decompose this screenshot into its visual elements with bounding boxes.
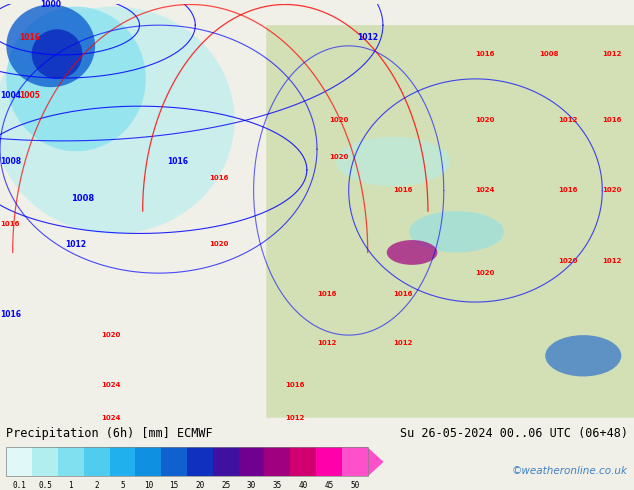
Text: 1020: 1020 xyxy=(602,188,622,194)
Bar xyxy=(342,447,368,476)
Ellipse shape xyxy=(6,6,146,151)
Bar xyxy=(84,447,110,476)
Bar xyxy=(161,447,187,476)
Ellipse shape xyxy=(545,335,621,376)
Text: 2: 2 xyxy=(94,481,99,490)
Ellipse shape xyxy=(336,137,450,186)
Text: 1016: 1016 xyxy=(0,220,20,226)
Bar xyxy=(110,447,136,476)
Text: 1020: 1020 xyxy=(330,154,349,160)
Bar xyxy=(316,447,342,476)
Text: 1016: 1016 xyxy=(19,33,40,42)
Text: 15: 15 xyxy=(169,481,179,490)
Text: 45: 45 xyxy=(325,481,333,490)
Text: 1020: 1020 xyxy=(209,241,229,247)
Text: 1016: 1016 xyxy=(393,188,413,194)
Bar xyxy=(6,447,368,476)
Text: 1012: 1012 xyxy=(558,117,578,123)
Text: 1020: 1020 xyxy=(476,270,495,276)
Bar xyxy=(32,447,58,476)
Text: 1016: 1016 xyxy=(167,157,188,166)
Bar xyxy=(58,447,84,476)
Text: 1020: 1020 xyxy=(101,332,121,338)
Text: ©weatheronline.co.uk: ©weatheronline.co.uk xyxy=(512,466,628,476)
Text: 1000: 1000 xyxy=(40,0,61,9)
Text: 1012: 1012 xyxy=(317,341,337,346)
Ellipse shape xyxy=(387,240,437,265)
Text: 1012: 1012 xyxy=(393,341,413,346)
Text: 1016: 1016 xyxy=(317,291,337,297)
Ellipse shape xyxy=(409,211,504,252)
Bar xyxy=(136,447,161,476)
Text: 1012: 1012 xyxy=(602,51,622,57)
Text: 40: 40 xyxy=(299,481,308,490)
Text: 30: 30 xyxy=(247,481,256,490)
Ellipse shape xyxy=(0,6,235,234)
Text: 1024: 1024 xyxy=(101,415,121,421)
FancyBboxPatch shape xyxy=(266,25,634,418)
Text: 0.5: 0.5 xyxy=(38,481,52,490)
Text: 1020: 1020 xyxy=(476,117,495,123)
Text: 1016: 1016 xyxy=(558,188,578,194)
Text: 1008: 1008 xyxy=(71,194,94,203)
Bar xyxy=(238,447,264,476)
Text: 25: 25 xyxy=(221,481,230,490)
Ellipse shape xyxy=(32,29,82,79)
Bar xyxy=(187,447,213,476)
Polygon shape xyxy=(368,447,384,476)
Text: 1016: 1016 xyxy=(476,51,495,57)
Text: 1016: 1016 xyxy=(393,291,413,297)
Text: Precipitation (6h) [mm] ECMWF: Precipitation (6h) [mm] ECMWF xyxy=(6,427,213,440)
Text: 1008: 1008 xyxy=(539,51,559,57)
Text: 1012: 1012 xyxy=(65,240,87,249)
Text: 10: 10 xyxy=(144,481,153,490)
Bar xyxy=(264,447,290,476)
Text: 1024: 1024 xyxy=(101,382,121,388)
Bar xyxy=(6,447,32,476)
Text: 0.1: 0.1 xyxy=(12,481,26,490)
Text: 35: 35 xyxy=(273,481,282,490)
Bar xyxy=(290,447,316,476)
Text: 1012: 1012 xyxy=(357,33,378,42)
Text: 1020: 1020 xyxy=(558,258,578,264)
Text: 1005: 1005 xyxy=(19,91,40,100)
Text: 1016: 1016 xyxy=(602,117,622,123)
Text: 1004: 1004 xyxy=(0,91,21,100)
Text: 1016: 1016 xyxy=(0,310,21,319)
Text: 20: 20 xyxy=(195,481,205,490)
Text: 1: 1 xyxy=(68,481,73,490)
Bar xyxy=(213,447,238,476)
Text: 1012: 1012 xyxy=(602,258,622,264)
Text: 1008: 1008 xyxy=(0,157,21,166)
Text: Su 26-05-2024 00..06 UTC (06+48): Su 26-05-2024 00..06 UTC (06+48) xyxy=(399,427,628,440)
Text: 1016: 1016 xyxy=(209,175,229,181)
Text: 1024: 1024 xyxy=(476,188,495,194)
Text: 5: 5 xyxy=(120,481,125,490)
Text: 1020: 1020 xyxy=(330,117,349,123)
Ellipse shape xyxy=(6,4,95,87)
Text: 1012: 1012 xyxy=(285,415,305,421)
Text: 1016: 1016 xyxy=(285,382,305,388)
Text: 50: 50 xyxy=(350,481,359,490)
